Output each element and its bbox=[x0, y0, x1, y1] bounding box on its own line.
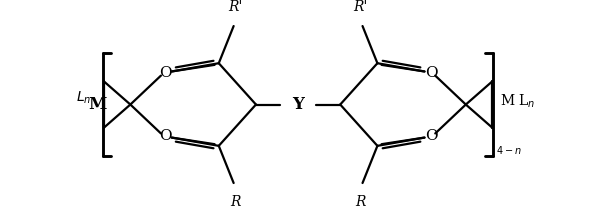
Text: O: O bbox=[159, 66, 171, 80]
Text: O: O bbox=[425, 129, 438, 143]
Text: O: O bbox=[159, 129, 171, 143]
Text: R': R' bbox=[228, 0, 242, 14]
Text: Y: Y bbox=[292, 96, 304, 113]
Text: R: R bbox=[230, 195, 241, 209]
Text: M L$_n$: M L$_n$ bbox=[500, 93, 535, 110]
Text: R: R bbox=[356, 195, 366, 209]
Text: $_{4-n}$: $_{4-n}$ bbox=[496, 143, 521, 157]
Text: M: M bbox=[88, 96, 106, 113]
Text: $L_n$: $L_n$ bbox=[76, 90, 91, 106]
Text: O: O bbox=[425, 66, 438, 80]
Text: R': R' bbox=[353, 0, 368, 14]
